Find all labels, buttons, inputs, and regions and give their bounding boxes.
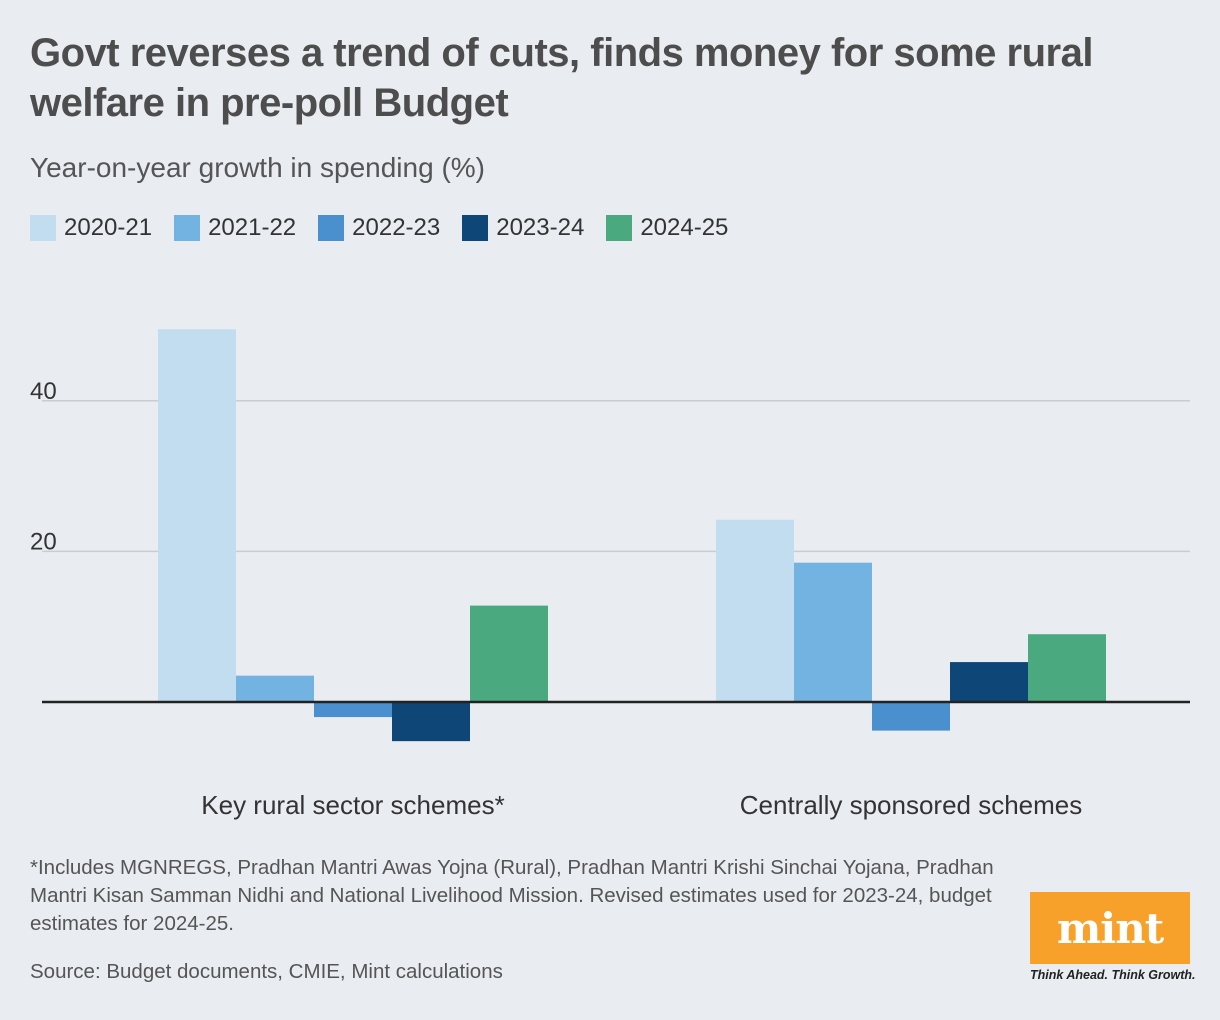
legend-item-2021-22: 2021-22: [174, 214, 296, 242]
legend-swatch: [30, 215, 56, 241]
y-tick-label: 40: [30, 378, 57, 405]
category-label: Key rural sector schemes*: [201, 790, 504, 820]
bar-2020-21-0: [158, 329, 236, 702]
legend-swatch: [462, 215, 489, 241]
bar-2021-22-1: [794, 562, 872, 702]
legend-label: 2023-24: [496, 214, 585, 241]
legend-swatch: [606, 215, 633, 241]
bar-2024-25-1: [1028, 634, 1106, 702]
chart-title: Govt reverses a trend of cuts, finds mon…: [30, 31, 1093, 125]
bar-2021-22-0: [236, 675, 314, 702]
bar-2020-21-1: [716, 519, 794, 702]
legend-item-2023-24: 2023-24: [462, 214, 584, 242]
logo-wordmark: mint: [1056, 903, 1164, 953]
legend-item-2020-21: 2020-21: [30, 214, 152, 242]
mint-logo: mint: [1030, 892, 1190, 964]
legend-item-2024-25: 2024-25: [606, 214, 728, 242]
bar-chart: 20 40 Key rural sector schemes* Centrally s…: [30, 329, 1190, 820]
category-label: Centrally sponsored schemes: [740, 790, 1083, 820]
chart-subtitle: Year-on-year growth in spending (%): [30, 152, 485, 183]
bar-2022-23-0: [314, 702, 392, 718]
legend-item-2022-23: 2022-23: [318, 214, 440, 242]
legend-label: 2024-25: [640, 214, 729, 241]
y-tick-label: 20: [30, 528, 57, 555]
bar-2023-24-1: [950, 662, 1028, 702]
source-note: Source: Budget documents, CMIE, Mint cal…: [30, 960, 503, 983]
legend-swatch: [174, 215, 201, 241]
bar-2022-23-1: [872, 702, 950, 731]
legend-label: 2022-23: [352, 214, 441, 241]
bar-2023-24-0: [392, 702, 470, 742]
footnote: *Includes MGNREGS, Pradhan Mantri Awas Y…: [30, 856, 994, 935]
legend-label: 2020-21: [64, 214, 153, 241]
legend: 2020-21 2021-22 2022-23 2023-24 2024-25: [30, 214, 750, 242]
legend-swatch: [318, 215, 345, 241]
legend-label: 2021-22: [208, 214, 297, 241]
logo-tagline: Think Ahead. Think Growth.: [1030, 968, 1196, 982]
bar-2024-25-0: [470, 605, 548, 702]
